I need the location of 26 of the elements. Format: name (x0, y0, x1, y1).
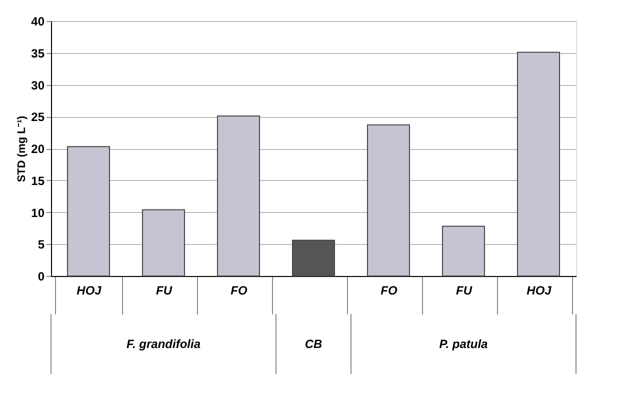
y-tick-label: 10 (31, 206, 45, 220)
y-tick-label: 25 (31, 110, 45, 124)
text: P. patula (439, 337, 488, 351)
y-tick-label: 20 (31, 142, 45, 156)
text: CB (304, 337, 322, 351)
x-tick-label: HOJ (76, 284, 102, 298)
y-tick-label: 30 (31, 78, 45, 92)
x-tick-label: FU (456, 284, 472, 298)
bar (217, 115, 260, 276)
x-tick-label: HOJ (526, 284, 552, 298)
y-tick-label: 0 (38, 270, 45, 284)
y-tick-label: 35 (31, 46, 45, 60)
bar (67, 146, 110, 276)
y-axis-title: STD (mg L⁻¹) (16, 116, 28, 182)
text: F. grandifolia (126, 337, 201, 351)
x-tick-label: FU (156, 284, 172, 298)
bar (367, 124, 410, 276)
x-tick-label: FO (230, 284, 248, 298)
y-tick-label: 40 (31, 14, 45, 28)
bar (442, 226, 485, 276)
bar (142, 209, 185, 276)
x-tick-label: FO (380, 284, 398, 298)
y-tick-label: 5 (38, 238, 45, 252)
bar (517, 52, 560, 276)
bar (292, 240, 335, 276)
y-tick-label: 15 (31, 174, 45, 188)
